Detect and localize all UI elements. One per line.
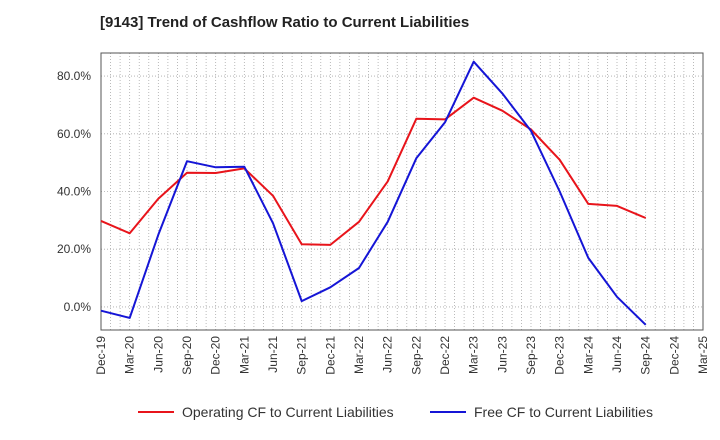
x-tick-label: Jun-24 xyxy=(610,336,624,373)
x-tick-label: Jun-23 xyxy=(495,336,509,373)
x-tick-label: Sep-24 xyxy=(639,336,653,375)
legend-swatch-free-cf xyxy=(430,411,466,413)
x-tick-label: Jun-22 xyxy=(381,336,395,373)
y-tick-label: 0.0% xyxy=(64,300,92,314)
x-tick-label: Dec-23 xyxy=(553,336,567,375)
legend-item-operating-cf: Operating CF to Current Liabilities xyxy=(138,404,394,420)
y-tick-label: 60.0% xyxy=(57,127,91,141)
x-tick-label: Mar-20 xyxy=(123,336,137,374)
x-axis-tick-labels: Dec-19 Mar-20 Jun-20 Sep-20 Dec-20 Mar-21 Jun-… xyxy=(94,336,710,375)
x-tick-label: Jun-20 xyxy=(151,336,165,373)
x-tick-label: Mar-25 xyxy=(696,336,710,374)
x-tick-label: Dec-20 xyxy=(209,336,223,375)
x-tick-label: Sep-20 xyxy=(180,336,194,375)
y-tick-label: 40.0% xyxy=(57,185,91,199)
x-tick-label: Dec-21 xyxy=(323,336,337,375)
x-tick-label: Sep-22 xyxy=(409,336,423,375)
x-tick-label: Dec-22 xyxy=(438,336,452,375)
x-tick-label: Sep-23 xyxy=(524,336,538,375)
legend-item-free-cf: Free CF to Current Liabilities xyxy=(430,404,653,420)
y-axis-tick-labels: 0.0% 20.0% 40.0% 60.0% 80.0% xyxy=(57,69,91,314)
x-tick-label: Dec-19 xyxy=(94,336,108,375)
y-tick-label: 80.0% xyxy=(57,69,91,83)
x-tick-label: Mar-21 xyxy=(237,336,251,374)
chart-title: [9143] Trend of Cashflow Ratio to Curren… xyxy=(100,14,470,31)
x-tick-label: Mar-22 xyxy=(352,336,366,374)
legend: Operating CF to Current Liabilities Free… xyxy=(0,404,720,426)
legend-swatch-operating-cf xyxy=(138,411,174,413)
legend-label-operating-cf: Operating CF to Current Liabilities xyxy=(182,404,394,420)
operating-cf-series-line xyxy=(100,96,647,246)
free-cf-series-line xyxy=(100,60,647,326)
x-tick-label: Jun-21 xyxy=(266,336,280,373)
x-tick-label: Mar-23 xyxy=(467,336,481,374)
series-lines xyxy=(100,60,647,326)
y-tick-label: 20.0% xyxy=(57,242,91,256)
x-tick-label: Dec-24 xyxy=(667,336,681,375)
plot-area-frame xyxy=(100,52,704,331)
x-tick-label: Sep-21 xyxy=(295,336,309,375)
legend-label-free-cf: Free CF to Current Liabilities xyxy=(474,404,653,420)
x-tick-label: Mar-24 xyxy=(581,336,595,374)
